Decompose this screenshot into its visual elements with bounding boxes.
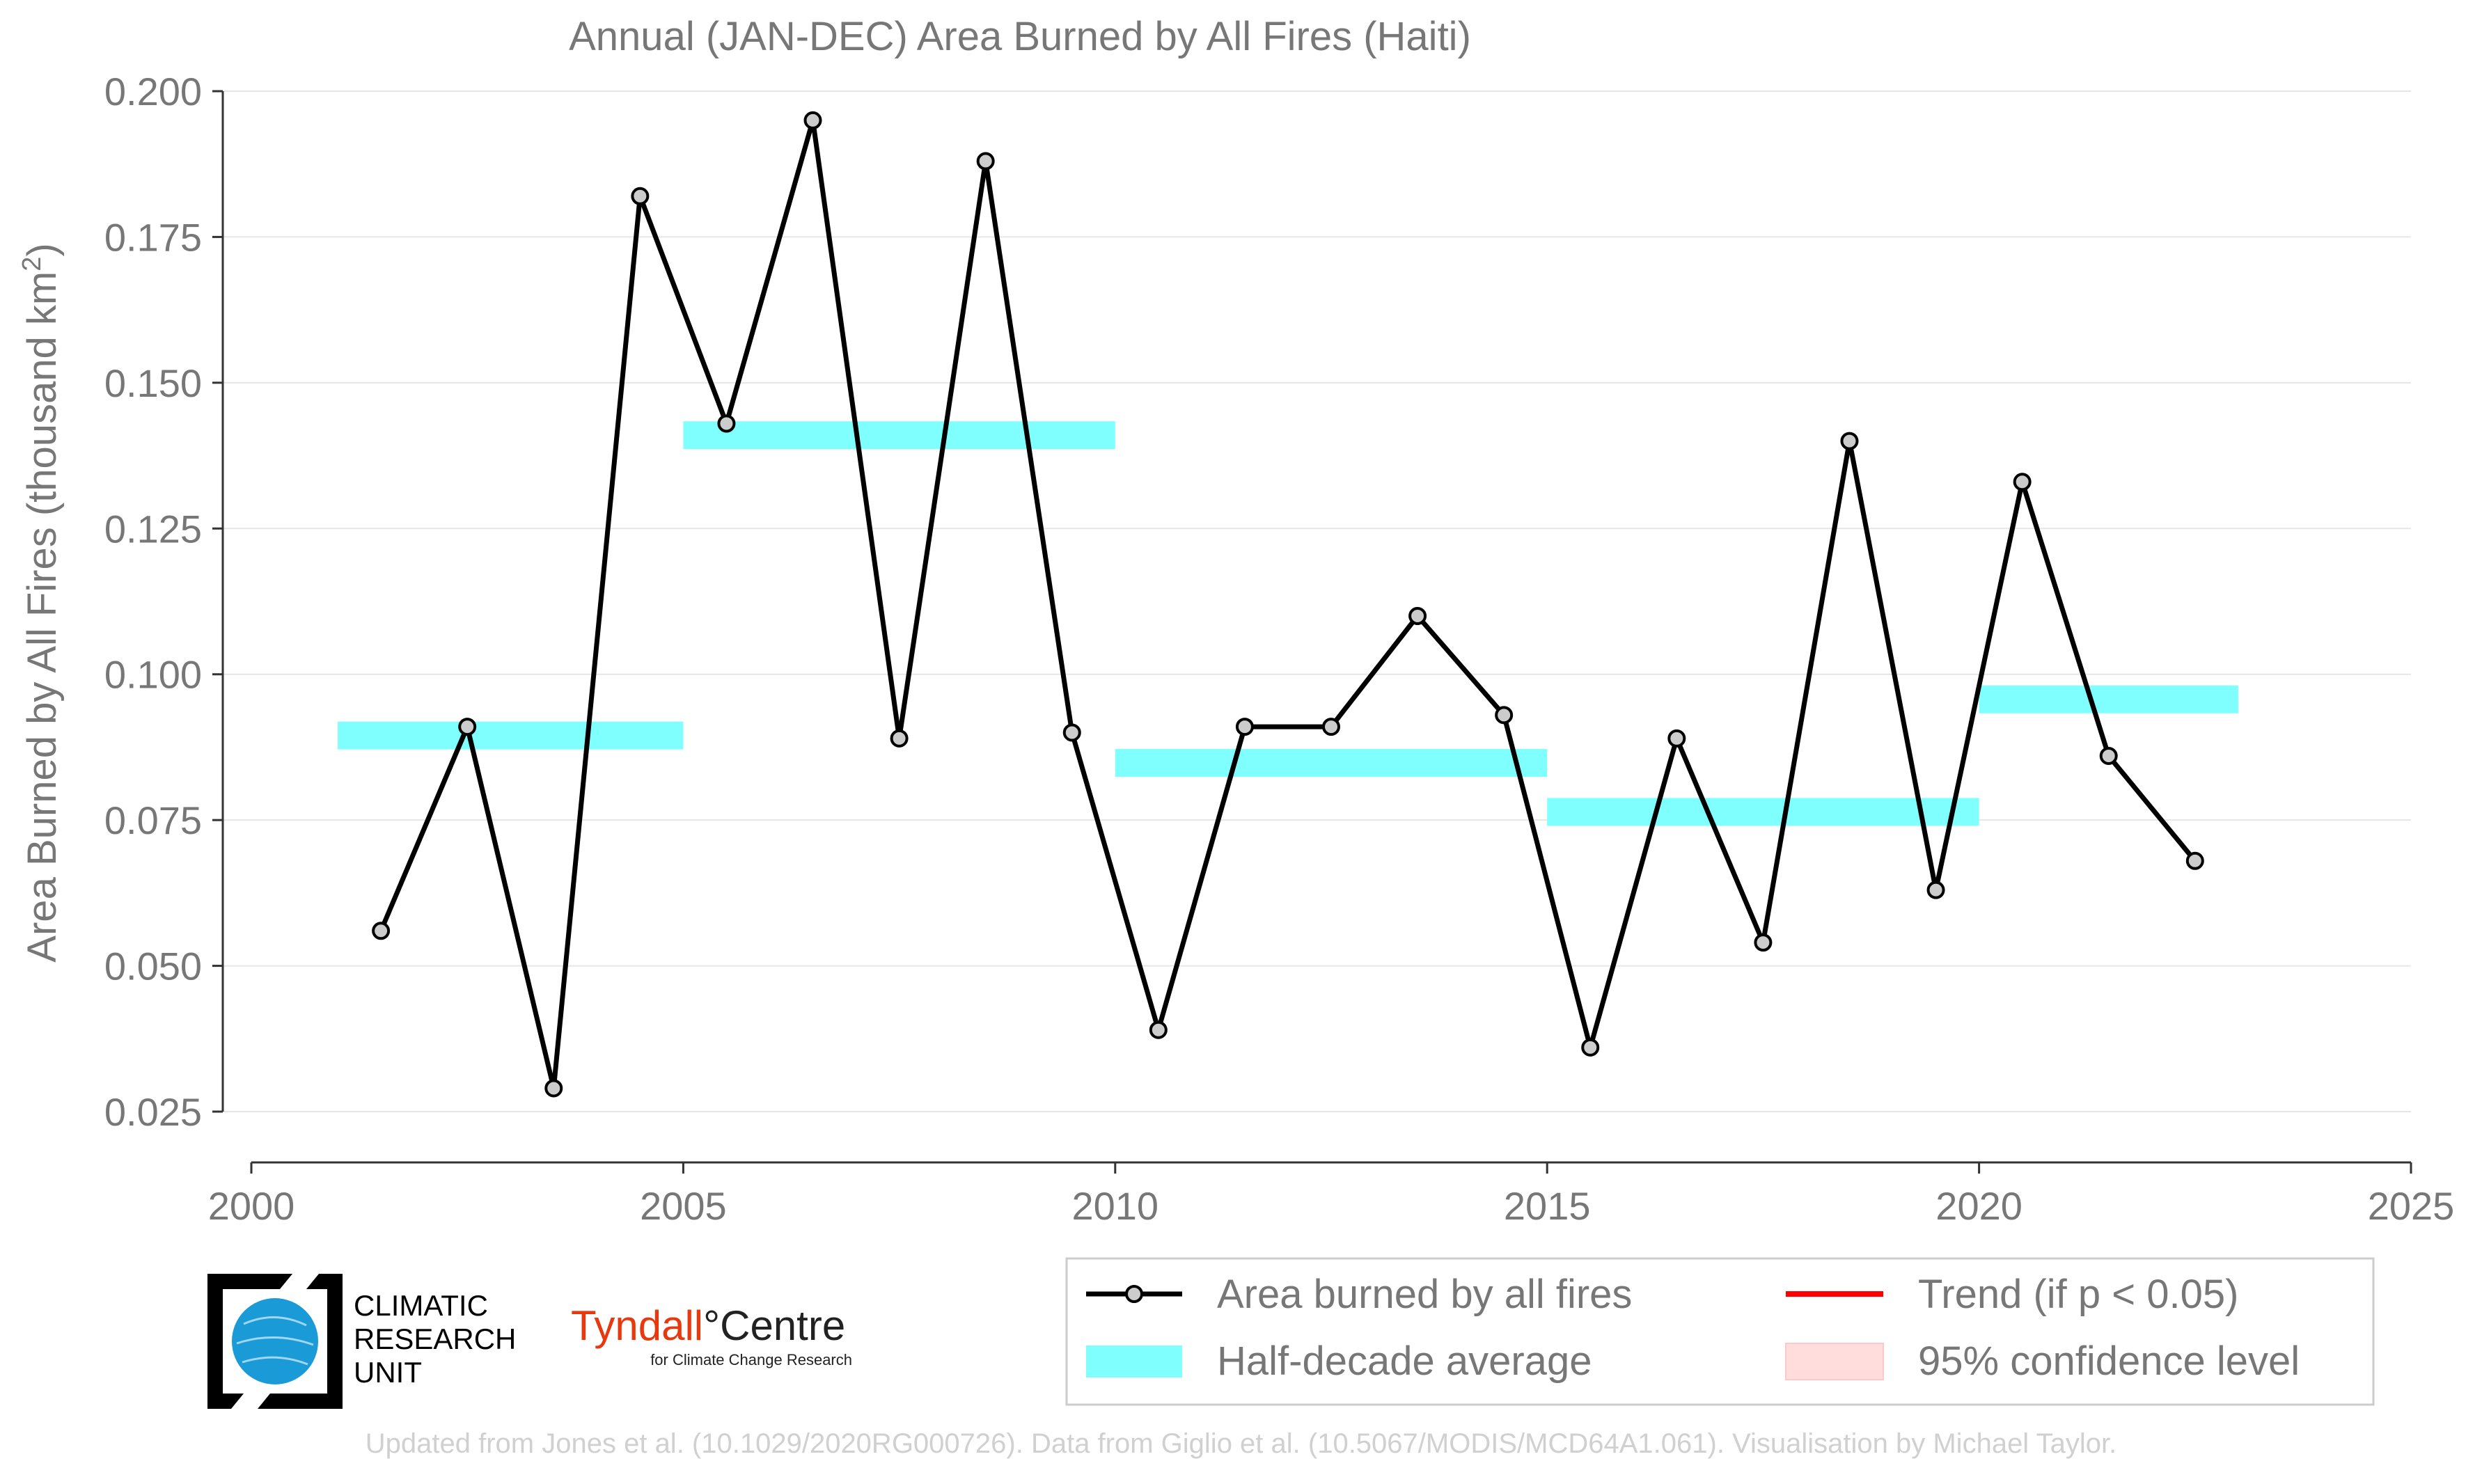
y-tick-label: 0.200 [104, 70, 202, 113]
x-tick-label: 2000 [208, 1184, 295, 1228]
half-decade-bar [683, 421, 1115, 450]
axes: 0.025 0.050 0.075 0.100 0.125 0.150 0.175 0.200… [104, 70, 2454, 1228]
legend-key-half-decade [1086, 1345, 1182, 1378]
y-axis-label-main: Area Burned by All Fires (thousand km [19, 271, 65, 963]
tyndall-logo: Tyndall°Centre for Climate Change Resear… [571, 1302, 870, 1378]
y-axis-label-end: ) [19, 243, 65, 256]
y-axis-label: Area Burned by All Fires (thousand km2) [17, 243, 65, 962]
data-point [458, 718, 477, 736]
y-tick-label: 0.100 [104, 653, 202, 697]
series-line [378, 118, 2197, 1091]
cru-globe-icon [207, 1274, 343, 1409]
x-tick-label: 2015 [1504, 1184, 1591, 1228]
data-point [976, 152, 995, 171]
legend-label-trend: Trend (if p < 0.05) [1918, 1272, 2238, 1317]
y-tick-label: 0.150 [104, 361, 202, 405]
y-axis-label-sup: 2 [17, 257, 47, 271]
tyndall-name-part: Tyndall [571, 1302, 704, 1349]
legend-label-half-decade: Half-decade average [1217, 1339, 1592, 1384]
data-point [1322, 718, 1340, 736]
data-point [631, 187, 650, 205]
data-point [890, 729, 909, 748]
grid-lines [223, 90, 2411, 1112]
cru-text: CLIMATIC RESEARCH UNIT [354, 1289, 516, 1389]
data-point [372, 922, 391, 940]
half-decade-bar [1115, 749, 1548, 777]
data-point [1235, 718, 1254, 736]
data-point [1495, 706, 1514, 725]
legend-box [1065, 1257, 2375, 1406]
cru-line-1: CLIMATIC [354, 1289, 488, 1322]
legend-entry-confidence: 95% confidence level [1785, 1339, 2300, 1384]
footer-credit: Updated from Jones et al. (10.1029/2020R… [365, 1428, 2117, 1459]
data-point [1581, 1038, 1600, 1057]
series-points [372, 111, 2204, 1098]
legend-entry-half-decade: Half-decade average [1086, 1339, 1592, 1384]
data-point [1667, 729, 1686, 748]
data-point [717, 414, 736, 433]
y-tick-label: 0.050 [104, 945, 202, 988]
legend-label-confidence: 95% confidence level [1918, 1339, 2300, 1384]
cru-logo: CLIMATIC RESEARCH UNIT [202, 1268, 536, 1414]
data-point [1754, 933, 1773, 952]
data-point [803, 111, 822, 129]
data-point [1149, 1020, 1168, 1039]
tyndall-subtitle: for Climate Change Research [650, 1351, 852, 1368]
legend: Area burned by all fires Trend (if p < 0… [1065, 1257, 2375, 1406]
half-decade-bar [338, 721, 684, 750]
y-tick-label: 0.025 [104, 1090, 202, 1134]
data-point [2185, 851, 2204, 870]
y-tick-label: 0.175 [104, 215, 202, 259]
half-decade-bar [1979, 685, 2238, 713]
x-tick-label: 2010 [1072, 1184, 1159, 1228]
data-point [2099, 746, 2118, 765]
data-point [1408, 606, 1427, 625]
area-burned-line [378, 118, 2197, 1091]
tyndall-degree: ° [703, 1302, 721, 1349]
x-tick-label: 2025 [2368, 1184, 2455, 1228]
data-point [1840, 432, 1859, 450]
legend-entry-trend: Trend (if p < 0.05) [1786, 1272, 2238, 1317]
data-point [544, 1079, 563, 1098]
cru-line-2: RESEARCH [354, 1323, 517, 1355]
legend-key-confidence [1785, 1343, 1884, 1380]
cru-line-3: UNIT [354, 1356, 422, 1389]
data-point [1926, 881, 1945, 899]
y-tick-label: 0.075 [104, 798, 202, 842]
data-point [2013, 473, 2032, 491]
y-tick-label: 0.125 [104, 507, 202, 551]
tyndall-name: Tyndall°Centre [571, 1302, 870, 1350]
data-point [1062, 723, 1081, 742]
legend-entry-area-burned: Area burned by all fires [1086, 1272, 1632, 1317]
legend-key-marker [1125, 1285, 1143, 1303]
x-tick-label: 2005 [640, 1184, 727, 1228]
half-decade-bar [1547, 798, 1979, 826]
legend-label-area-burned: Area burned by all fires [1217, 1272, 1632, 1317]
x-tick-label: 2020 [1935, 1184, 2022, 1228]
chart-title: Annual (JAN-DEC) Area Burned by All Fire… [569, 14, 1471, 59]
half-decade-bands [338, 421, 2238, 826]
tyndall-centre: Centre [720, 1302, 846, 1349]
